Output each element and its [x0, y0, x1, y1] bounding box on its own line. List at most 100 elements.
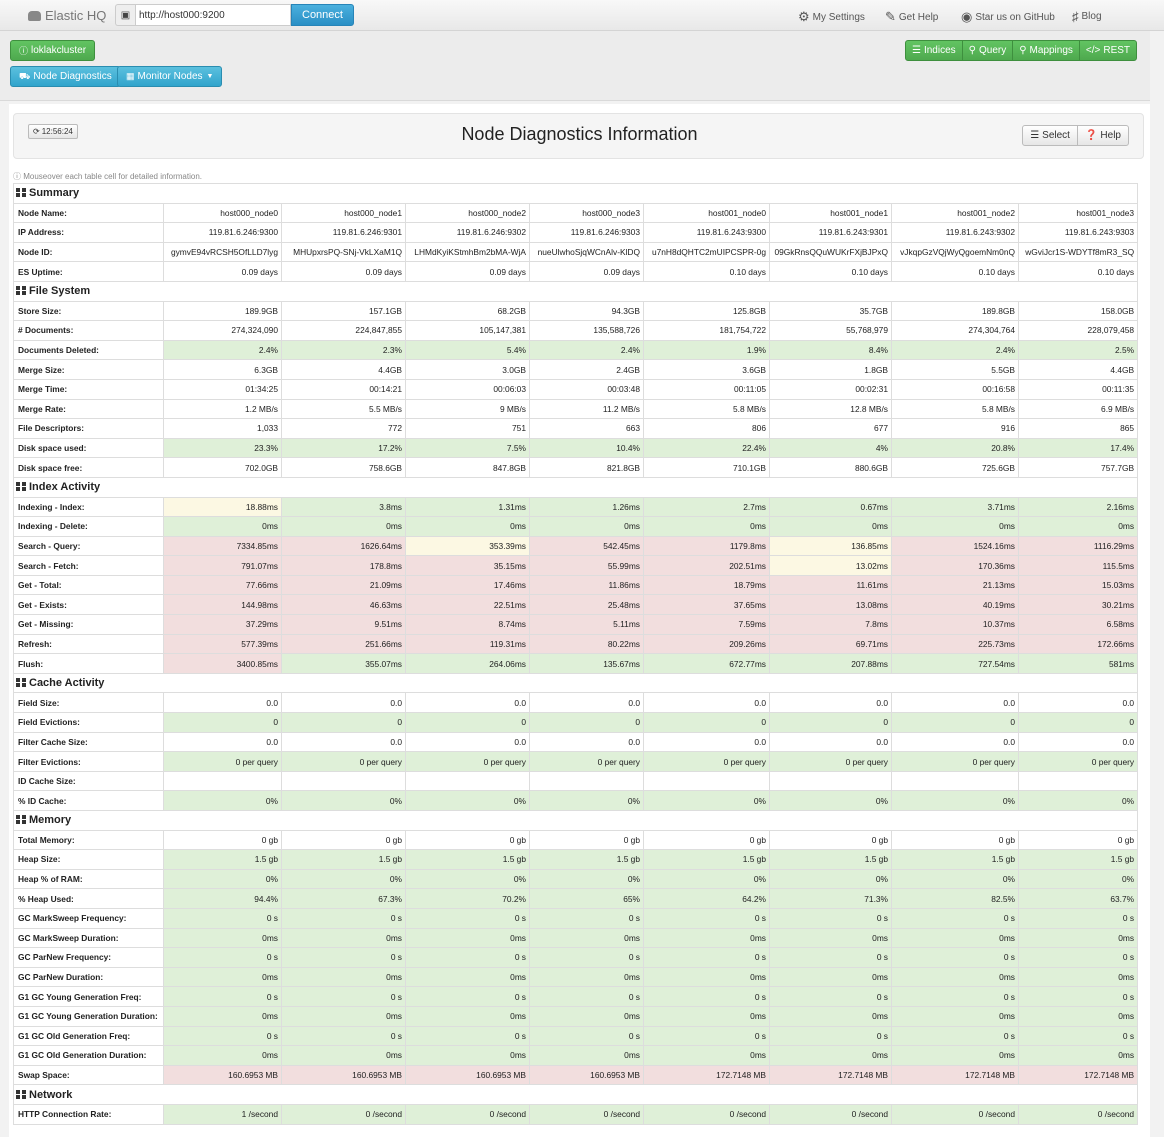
table-cell[interactable]: 0 gb — [891, 829, 1019, 851]
table-cell[interactable]: 119.81.6.243:9303 — [1017, 222, 1139, 243]
table-cell[interactable]: 228,079,458 — [1017, 320, 1139, 341]
table-cell[interactable]: 0ms — [643, 1005, 770, 1027]
table-cell[interactable]: 119.81.6.246:9303 — [529, 222, 644, 243]
table-cell[interactable]: 0% — [281, 790, 406, 811]
table-cell[interactable]: 172.7148 MB — [769, 1064, 892, 1086]
table-cell[interactable]: 2.4% — [163, 339, 282, 361]
table-cell[interactable]: 0 s — [405, 947, 530, 968]
table-cell[interactable]: 35.7GB — [769, 300, 892, 322]
table-cell[interactable]: 5.4% — [405, 339, 530, 361]
table-cell[interactable]: 710.1GB — [643, 457, 770, 478]
table-cell[interactable]: 17.4% — [1017, 437, 1139, 459]
table-cell[interactable]: 10.4% — [529, 437, 644, 459]
table-cell[interactable]: 09GkRnsQQuWUKrFXjBJPxQ — [769, 241, 892, 263]
table-cell[interactable]: 0 /second — [769, 1103, 892, 1125]
table-cell[interactable]: host001_node2 — [891, 202, 1019, 224]
table-cell[interactable] — [163, 770, 282, 792]
table-cell[interactable]: 0 s — [405, 907, 530, 929]
table-cell[interactable]: 0.0 — [163, 731, 282, 753]
table-cell[interactable]: 160.6953 MB — [405, 1064, 530, 1086]
table-cell[interactable]: 0 s — [643, 947, 770, 968]
table-cell[interactable]: 5.5GB — [891, 359, 1019, 380]
table-cell[interactable]: 0 s — [1017, 947, 1139, 968]
table-cell[interactable]: 2.7ms — [643, 496, 770, 518]
table-cell[interactable]: 10.37ms — [891, 614, 1019, 635]
table-cell[interactable]: host000_node2 — [405, 202, 530, 224]
table-cell[interactable]: 0 s — [529, 1025, 644, 1047]
table-cell[interactable]: 119.81.6.243:9302 — [891, 222, 1019, 243]
table-cell[interactable]: 25.48ms — [529, 594, 644, 616]
table-cell[interactable]: 0 s — [281, 947, 406, 968]
table-cell[interactable]: 170.36ms — [891, 555, 1019, 576]
table-cell[interactable]: 0 s — [769, 986, 892, 1007]
table-cell[interactable]: 3.8ms — [281, 496, 406, 518]
table-cell[interactable]: 0ms — [769, 1005, 892, 1027]
table-cell[interactable]: 0 — [163, 712, 282, 733]
table-cell[interactable]: 01:34:25 — [163, 378, 282, 400]
table-cell[interactable]: 4.4GB — [281, 359, 406, 380]
table-cell[interactable]: 0% — [281, 868, 406, 890]
table-cell[interactable]: 0ms — [1017, 927, 1139, 949]
table-cell[interactable]: 353.39ms — [405, 535, 530, 557]
table-cell[interactable]: 0ms — [163, 1005, 282, 1027]
table-cell[interactable]: 0% — [891, 790, 1019, 811]
table-cell[interactable]: 22.51ms — [405, 594, 530, 616]
table-cell[interactable]: 0ms — [281, 927, 406, 949]
table-cell[interactable]: 274,304,764 — [891, 320, 1019, 341]
table-cell[interactable]: 1626.64ms — [281, 535, 406, 557]
table-cell[interactable]: 0.09 days — [529, 261, 644, 282]
table-cell[interactable] — [1017, 770, 1139, 792]
get-help-link[interactable]: ✎ Get Help — [885, 9, 938, 25]
table-cell[interactable]: 3.0GB — [405, 359, 530, 380]
table-cell[interactable]: 35.15ms — [405, 555, 530, 576]
monitor-nodes-dropdown[interactable]: ▦ Monitor Nodes ▼ — [117, 66, 223, 87]
table-cell[interactable]: u7nH8dQHTC2mUIPCSPR-0g — [643, 241, 770, 263]
table-cell[interactable]: 2.4% — [891, 339, 1019, 361]
table-cell[interactable]: 65% — [529, 888, 644, 909]
table-cell[interactable]: 0ms — [529, 927, 644, 949]
table-cell[interactable]: 0ms — [643, 516, 770, 537]
table-cell[interactable]: 0ms — [529, 1045, 644, 1066]
table-cell[interactable]: 119.81.6.246:9301 — [281, 222, 406, 243]
table-cell[interactable]: 0ms — [163, 516, 282, 537]
table-cell[interactable]: 0 — [405, 712, 530, 733]
table-cell[interactable]: 0 s — [163, 1025, 282, 1047]
table-cell[interactable]: 0 s — [891, 947, 1019, 968]
table-cell[interactable]: 172.7148 MB — [891, 1064, 1019, 1086]
table-cell[interactable]: 0 s — [891, 907, 1019, 929]
blog-link[interactable]: ♯ Blog — [1072, 9, 1102, 24]
table-cell[interactable]: 0ms — [529, 966, 644, 988]
table-cell[interactable]: 0ms — [891, 927, 1019, 949]
table-cell[interactable]: 672.77ms — [643, 653, 770, 674]
table-cell[interactable]: 71.3% — [769, 888, 892, 909]
table-cell[interactable]: 663 — [529, 418, 644, 439]
table-cell[interactable]: 821.8GB — [529, 457, 644, 478]
table-cell[interactable]: 1524.16ms — [891, 535, 1019, 557]
table-cell[interactable]: 12.8 MB/s — [769, 398, 892, 420]
table-cell[interactable]: 0.0 — [529, 731, 644, 753]
table-cell[interactable]: 0ms — [643, 927, 770, 949]
table-cell[interactable]: 0.0 — [405, 692, 530, 714]
table-cell[interactable]: 11.86ms — [529, 574, 644, 596]
table-cell[interactable]: 0.0 — [281, 692, 406, 714]
table-cell[interactable]: 13.02ms — [769, 555, 892, 576]
table-cell[interactable]: 0ms — [1017, 516, 1139, 537]
table-cell[interactable]: 13.08ms — [769, 594, 892, 616]
table-cell[interactable]: 0ms — [769, 1045, 892, 1066]
table-cell[interactable]: 0 s — [643, 907, 770, 929]
table-cell[interactable]: 0ms — [769, 516, 892, 537]
table-cell[interactable]: 0% — [643, 790, 770, 811]
query-button[interactable]: ⚲ Query — [961, 40, 1014, 61]
table-cell[interactable]: host001_node1 — [769, 202, 892, 224]
table-cell[interactable]: 0.10 days — [643, 261, 770, 282]
table-cell[interactable]: 1,033 — [163, 418, 282, 439]
table-cell[interactable]: 725.6GB — [891, 457, 1019, 478]
table-cell[interactable]: 355.07ms — [281, 653, 406, 674]
table-cell[interactable]: 77.66ms — [163, 574, 282, 596]
table-cell[interactable]: vJkqpGzVQjWyQgoemNm0nQ — [891, 241, 1019, 263]
table-cell[interactable]: 224,847,855 — [281, 320, 406, 341]
table-cell[interactable]: 1.5 gb — [405, 849, 530, 870]
table-cell[interactable]: 189.8GB — [891, 300, 1019, 322]
table-cell[interactable]: 0.10 days — [1017, 261, 1139, 282]
table-cell[interactable]: 880.6GB — [769, 457, 892, 478]
